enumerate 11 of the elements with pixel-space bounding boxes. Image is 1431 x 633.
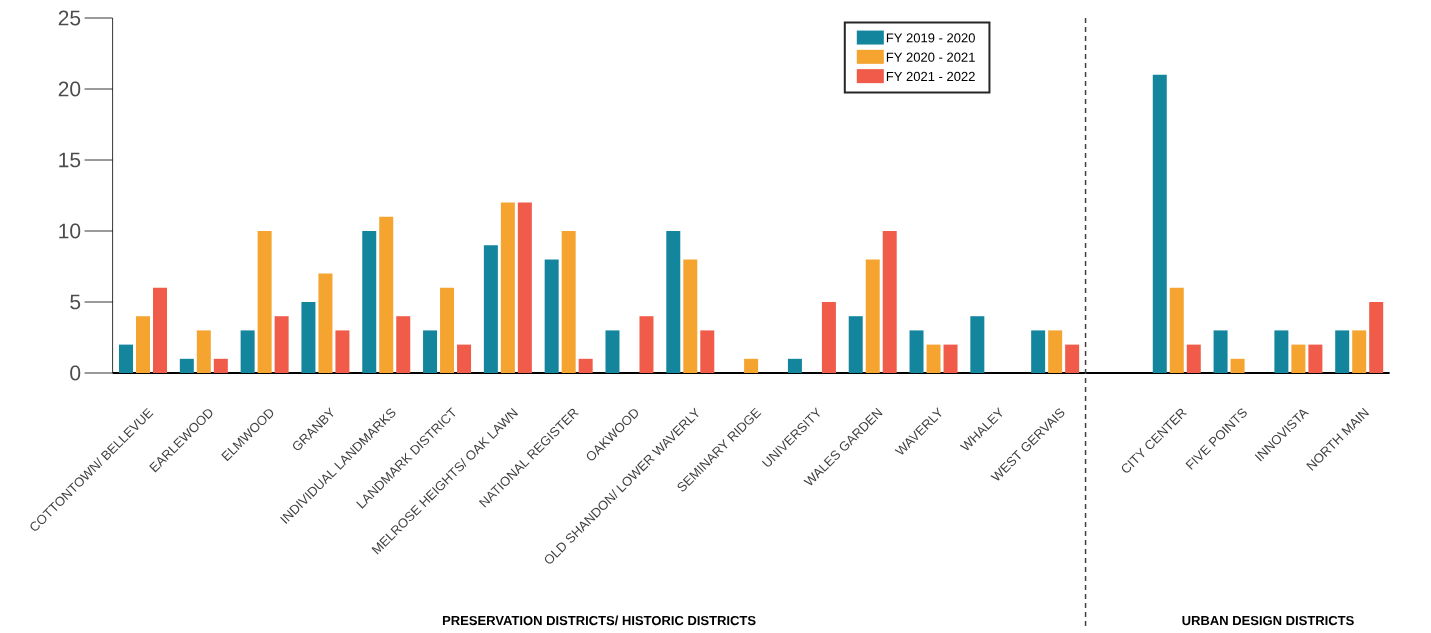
text: URBAN DESIGN DISTRICTS (1182, 615, 1354, 626)
y-tick-label: 10 (59, 223, 81, 239)
y-tick-label: 0 (70, 365, 81, 381)
text: PRESERVATION DISTRICTS/ HISTORIC DISTRICTS (442, 615, 756, 626)
legend-label: FY 2021 - 2022 (886, 71, 975, 82)
legend-label: FY 2020 - 2021 (886, 52, 975, 62)
y-tick-label: 15 (59, 152, 81, 168)
y-tick-label: 5 (70, 294, 81, 310)
y-tick-label: 20 (58, 81, 81, 97)
legend-label: FY 2019 - 2020 (886, 33, 975, 43)
y-tick-label: 25 (58, 10, 81, 26)
